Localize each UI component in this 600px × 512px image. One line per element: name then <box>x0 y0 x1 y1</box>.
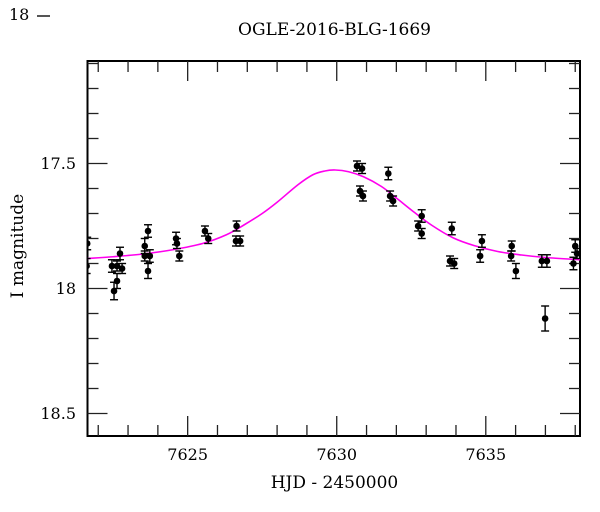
data-point <box>140 250 149 262</box>
data-point <box>541 305 550 332</box>
data-point <box>569 256 578 271</box>
y-tick-label: 18.5 <box>40 403 76 423</box>
data-point <box>118 262 127 275</box>
data-point <box>353 160 362 172</box>
data-point <box>87 236 92 251</box>
data-point <box>107 259 116 273</box>
data-point <box>232 220 241 232</box>
data-point <box>511 262 520 280</box>
data-point <box>571 239 580 253</box>
data-point <box>144 262 153 280</box>
data-point <box>87 257 91 275</box>
data-point <box>447 221 456 236</box>
data-point <box>175 250 184 262</box>
data-point <box>115 246 124 261</box>
data-point <box>358 190 367 202</box>
data-point <box>384 166 393 181</box>
data-points <box>87 160 580 332</box>
cropped-axis-label: 18 <box>9 5 30 24</box>
data-point <box>145 249 154 263</box>
data-point <box>507 250 516 262</box>
data-point <box>417 227 426 240</box>
data-point <box>476 249 485 263</box>
x-axis-label: HJD - 2450000 <box>270 473 399 493</box>
data-point <box>200 225 209 237</box>
x-tick-label: 7630 <box>316 445 358 464</box>
cropped-tick-mark <box>37 15 50 17</box>
data-point <box>236 235 245 247</box>
data-point <box>144 224 153 238</box>
data-point <box>110 281 119 301</box>
data-point <box>450 257 459 270</box>
axis-ticks <box>87 61 580 436</box>
data-point <box>389 195 398 207</box>
data-point <box>417 209 426 223</box>
data-point <box>358 162 367 175</box>
data-point <box>507 240 516 252</box>
data-point <box>477 234 486 248</box>
x-tick-label: 7625 <box>167 445 209 464</box>
model-curve <box>87 169 580 261</box>
chart-title: OGLE-2016-BLG-1669 <box>238 20 431 40</box>
data-point <box>542 254 551 268</box>
data-point <box>204 232 213 245</box>
data-point <box>113 260 122 272</box>
y-tick-label: 18 <box>55 278 76 298</box>
data-point <box>172 237 181 250</box>
x-tick-label: 7635 <box>465 445 507 464</box>
plot-frame <box>86 60 581 437</box>
y-tick-label: 17.5 <box>40 153 76 173</box>
